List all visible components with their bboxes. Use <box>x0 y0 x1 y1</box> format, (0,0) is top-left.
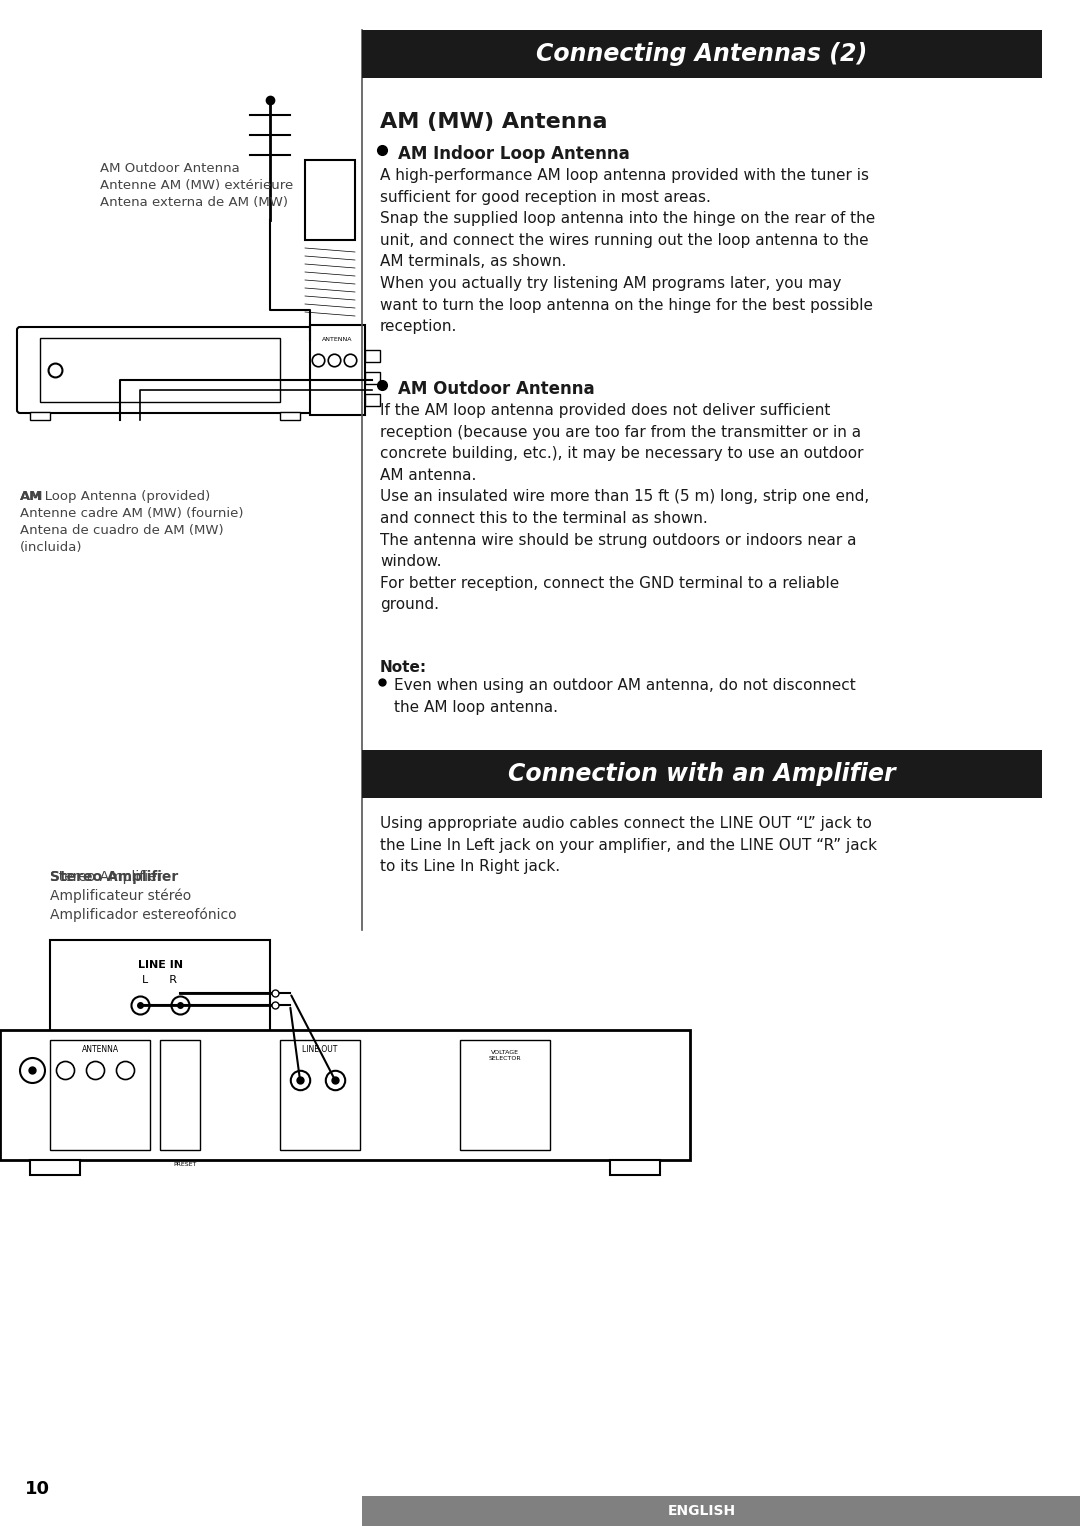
Bar <box>30 1160 80 1175</box>
Bar <box>280 1041 360 1151</box>
Bar <box>280 412 300 420</box>
Text: 10: 10 <box>25 1480 50 1499</box>
Text: Note:: Note: <box>380 661 427 674</box>
Text: Connection with an Amplifier: Connection with an Amplifier <box>509 761 895 786</box>
Text: AM Outdoor Antenna: AM Outdoor Antenna <box>399 380 595 398</box>
Text: LINE IN: LINE IN <box>137 960 183 971</box>
Text: Stereo Amplifier: Stereo Amplifier <box>50 870 178 884</box>
Bar <box>305 160 355 240</box>
Bar <box>460 1041 550 1151</box>
Bar <box>30 412 50 420</box>
Bar <box>160 1041 200 1151</box>
Bar <box>40 337 280 401</box>
Text: Using appropriate audio cables connect the LINE OUT “L” jack to
the Line In Left: Using appropriate audio cables connect t… <box>380 816 877 874</box>
Text: A high-performance AM loop antenna provided with the tuner is
sufficient for goo: A high-performance AM loop antenna provi… <box>380 168 875 334</box>
Text: Connecting Antennas (2): Connecting Antennas (2) <box>537 43 867 66</box>
Text: AM (MW) Antenna: AM (MW) Antenna <box>380 111 607 133</box>
Bar <box>610 1160 660 1175</box>
Text: AM Indoor Loop Antenna: AM Indoor Loop Antenna <box>399 145 630 163</box>
Bar <box>50 940 270 1050</box>
Bar <box>362 749 1042 798</box>
Text: VOLTAGE
SELECTOR: VOLTAGE SELECTOR <box>488 1050 522 1061</box>
Text: ANTENNA: ANTENNA <box>81 1045 119 1054</box>
Text: Even when using an outdoor AM antenna, do not disconnect
the AM loop antenna.: Even when using an outdoor AM antenna, d… <box>394 678 855 714</box>
Text: AM: AM <box>21 490 43 504</box>
Bar <box>0 1030 690 1160</box>
Bar <box>365 394 380 406</box>
Text: If the AM loop antenna provided does not deliver sufficient
reception (because y: If the AM loop antenna provided does not… <box>380 403 869 612</box>
Bar <box>365 349 380 362</box>
Bar <box>50 1041 150 1151</box>
Bar <box>362 31 1042 78</box>
FancyBboxPatch shape <box>17 327 313 414</box>
Text: AM Outdoor Antenna
Antenne AM (MW) extérieure
Antena externa de AM (MW): AM Outdoor Antenna Antenne AM (MW) extér… <box>100 162 294 209</box>
Text: AM Loop Antenna (provided)
Antenne cadre AM (MW) (fournie)
Antena de cuadro de A: AM Loop Antenna (provided) Antenne cadre… <box>21 490 243 554</box>
Bar <box>310 325 365 415</box>
Text: ANTENNA: ANTENNA <box>322 337 352 342</box>
Bar <box>365 372 380 385</box>
Bar <box>362 1495 1080 1526</box>
Text: ENGLISH: ENGLISH <box>667 1505 737 1518</box>
Text: PRESET: PRESET <box>173 1161 197 1167</box>
Text: Stereo Amplifier
Amplificateur stéréo
Amplificador estereofónico: Stereo Amplifier Amplificateur stéréo Am… <box>50 870 237 922</box>
Text: LINE OUT: LINE OUT <box>302 1045 338 1054</box>
Text: L      R: L R <box>143 975 177 984</box>
